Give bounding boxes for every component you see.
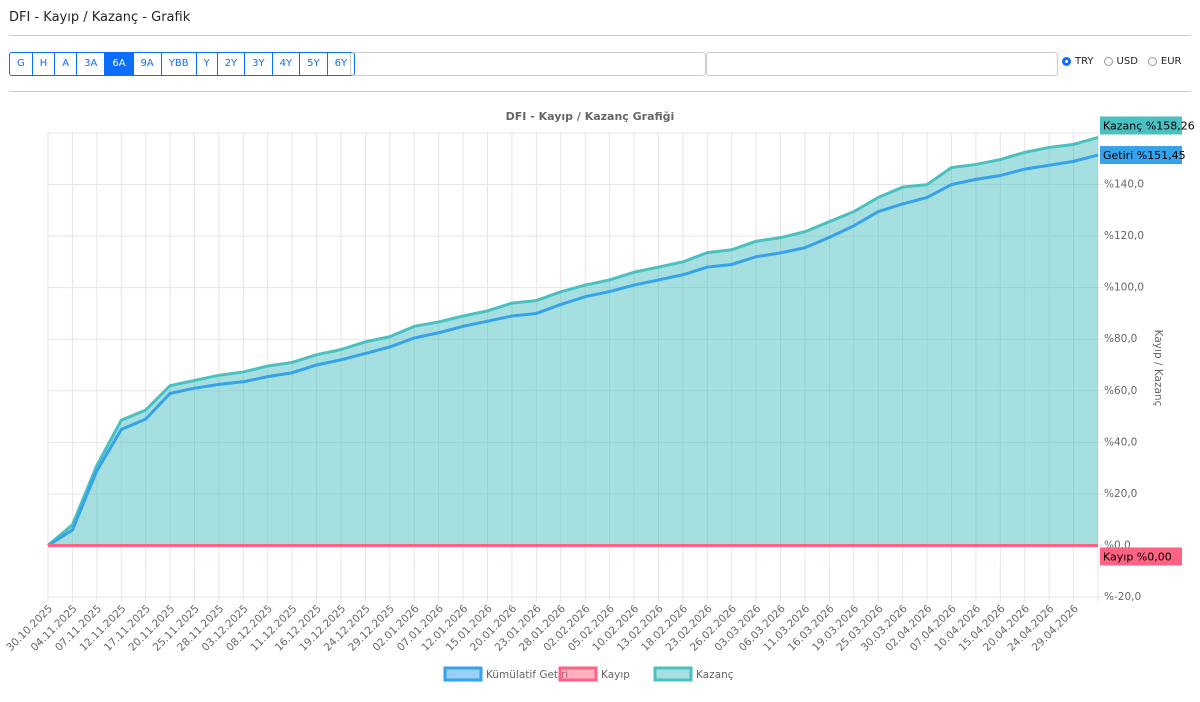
input[interactable] <box>350 52 706 76</box>
radio-dot[interactable] <box>1147 57 1157 66</box>
end-label-text: Kazanç %158,26 <box>1103 119 1195 132</box>
currency-option[interactable]: EUR <box>1147 56 1182 67</box>
end-label: Getiri %151,45 <box>1100 146 1186 165</box>
radio-label: TRY <box>1075 56 1094 67</box>
line <box>47 153 1099 547</box>
currency-option[interactable]: TRY <box>1062 56 1094 67</box>
y-tick-label: %120,0 <box>1104 230 1144 242</box>
y-tick-label: %40,0 <box>1104 436 1137 448</box>
period-button[interactable]: Y <box>195 52 218 76</box>
end-label: Kazanç %158,26 <box>1100 116 1195 135</box>
legend-swatch <box>443 666 483 682</box>
separator <box>9 35 1191 36</box>
end-label-box <box>1100 116 1182 135</box>
end-label: Kayıp %0,00 <box>1100 547 1182 566</box>
currency-option[interactable]: USD <box>1103 56 1138 67</box>
period-button[interactable]: 3A <box>76 52 106 76</box>
line <box>47 136 1099 547</box>
area <box>48 137 1098 546</box>
end-label-box <box>1100 146 1182 165</box>
y-tick-label: %100,0 <box>1104 282 1144 294</box>
period-button[interactable]: G <box>9 52 33 76</box>
page-title: DFI - Kayıp / Kazanç - Grafik <box>9 10 191 25</box>
period-button[interactable]: 9A <box>132 52 162 76</box>
radio-dot[interactable] <box>1103 57 1113 66</box>
radio-label: EUR <box>1160 56 1182 67</box>
period-button[interactable]: A <box>54 52 78 76</box>
separator <box>9 91 1191 92</box>
y-axis-title: Kayıp / Kazanç <box>1152 330 1164 407</box>
currency-radios: TRY USD EUR <box>1062 56 1182 67</box>
radio-label: USD <box>1116 56 1138 67</box>
y-tick-label: %-20,0 <box>1104 591 1141 603</box>
chart: DFI - Kayıp / Kazanç Grafiği Kayıp / Kaz… <box>4 110 1195 682</box>
period-button[interactable]: YBB <box>160 52 197 76</box>
y-tick-label: %60,0 <box>1104 385 1137 397</box>
chart-title: DFI - Kayıp / Kazanç Grafiği <box>506 110 675 123</box>
period-buttons: G H A 3A 6A 9A YBB Y 2Y 3Y 4Y 5Y 6Y <box>9 52 356 76</box>
period-button[interactable]: 6A <box>104 52 134 76</box>
end-label-text: Getiri %151,45 <box>1103 149 1186 162</box>
end-label-text: Kayıp %0,00 <box>1103 550 1172 563</box>
period-button[interactable]: 2Y <box>216 52 246 76</box>
y-tick-label: %80,0 <box>1104 333 1137 345</box>
y-tick-label: %140,0 <box>1104 179 1144 191</box>
legend-swatch <box>558 666 598 682</box>
end-label-box <box>1100 547 1182 566</box>
period-button[interactable]: 5Y <box>299 52 328 76</box>
legend-label: Kayıp <box>601 669 630 681</box>
y-tick-label: %20,0 <box>1104 488 1137 500</box>
legend-label: Kazanç <box>696 669 734 681</box>
legend-label: Kümülatif Getiri <box>486 669 568 681</box>
period-button[interactable]: H <box>31 52 56 76</box>
radio-dot[interactable] <box>1062 57 1071 66</box>
legend-swatch <box>653 666 693 682</box>
period-button[interactable]: 4Y <box>271 52 301 76</box>
input[interactable] <box>706 52 1058 76</box>
period-button[interactable]: 3Y <box>244 52 273 76</box>
